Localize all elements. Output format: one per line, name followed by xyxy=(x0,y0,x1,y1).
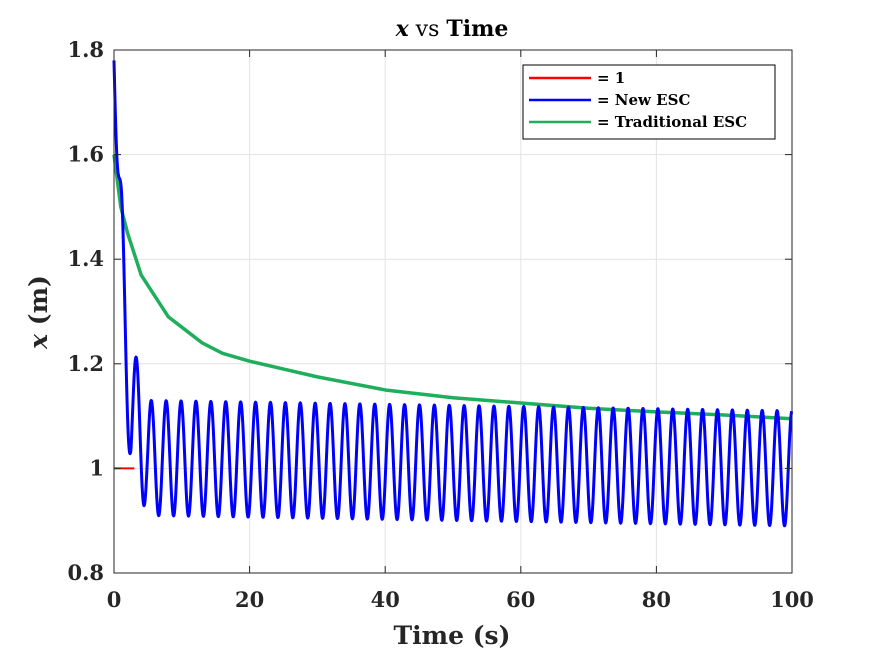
y-tick-label: 1 xyxy=(89,455,104,480)
x-tick-label: 60 xyxy=(506,587,535,612)
y-axis-label: x (m) xyxy=(24,275,53,350)
x-axis-label: Time (s) xyxy=(394,621,511,650)
title-variable: x xyxy=(395,16,410,42)
y-axis-label-variable: x xyxy=(24,333,53,350)
x-tick-label: 0 xyxy=(107,587,122,612)
chart-title: x vs Time xyxy=(395,16,509,42)
y-axis-label-rest: (m) xyxy=(24,275,53,334)
y-tick-label: 1.2 xyxy=(67,351,104,376)
title-rest: Time xyxy=(446,16,508,42)
x-tick-label: 80 xyxy=(642,587,671,612)
series-line-2 xyxy=(112,154,793,421)
legend: = 1 = New ESC = Traditional ESC xyxy=(522,64,776,140)
plot-border xyxy=(113,49,793,574)
x-tick-label: 20 xyxy=(235,587,264,612)
x-tick-label: 40 xyxy=(371,587,400,612)
legend-entry-0: = 1 xyxy=(597,69,625,87)
title-middle: vs xyxy=(409,17,447,42)
legend-entry-1: = New ESC xyxy=(597,91,690,109)
y-tick-label: 0.8 xyxy=(67,560,104,585)
y-tick-label: 1.4 xyxy=(67,246,104,271)
ticks: 0 20 40 60 80 100 0.8 1 1.2 1.4 1.6 1.8 xyxy=(67,37,813,612)
y-tick-label: 1.6 xyxy=(67,142,104,167)
legend-entry-2: = Traditional ESC xyxy=(597,113,747,131)
series-line-1 xyxy=(112,60,794,528)
y-tick-label: 1.8 xyxy=(67,37,104,62)
x-tick-label: 100 xyxy=(770,587,814,612)
